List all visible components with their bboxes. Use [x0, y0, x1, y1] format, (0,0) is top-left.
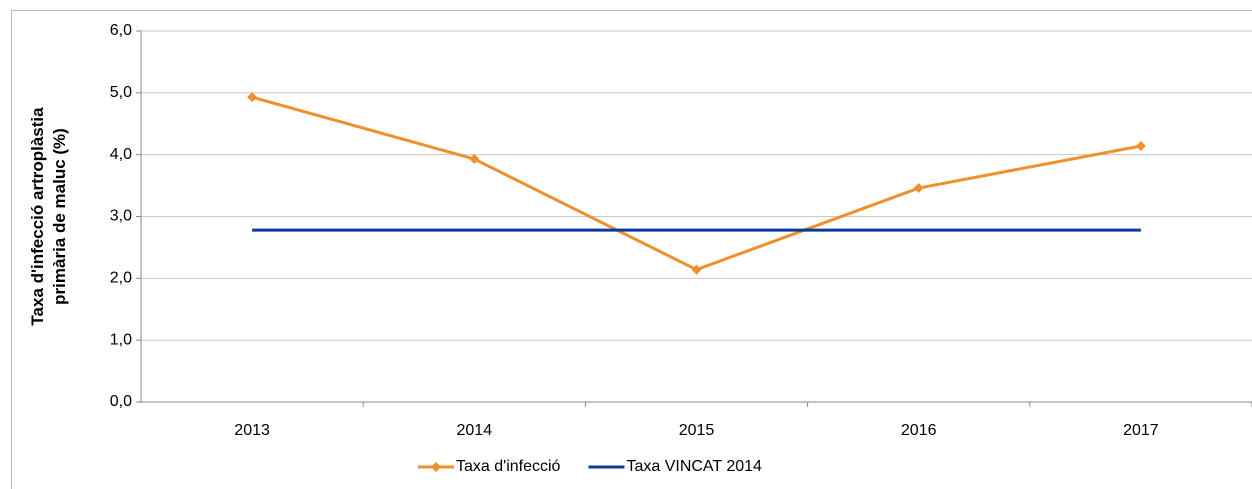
x-tick-label: 2016 [901, 422, 937, 439]
y-tick-label: 6,0 [110, 22, 132, 39]
y-tick-label: 1,0 [110, 331, 132, 348]
marker [247, 92, 258, 103]
y-axis-title: Taxa d'infecció artroplàstia primària de … [28, 107, 69, 326]
chart-border [11, 10, 1252, 489]
y-axis-title-line: Taxa d'infecció artroplàstia [28, 107, 47, 326]
marker [691, 264, 702, 275]
x-tick-label: 2013 [234, 422, 270, 439]
x-tick-label: 2015 [679, 422, 715, 439]
y-tick-label: 3,0 [110, 208, 132, 225]
marker [431, 462, 441, 472]
legend-label: Taxa VINCAT 2014 [626, 458, 762, 475]
x-tick-label: 2014 [457, 422, 493, 439]
y-tick-label: 4,0 [110, 146, 132, 163]
y-axis-title-line: primària de maluc (%) [50, 128, 69, 305]
legend-label: Taxa d'infecció [456, 458, 561, 475]
y-tick-label: 2,0 [110, 270, 132, 287]
x-tick-label: 2017 [1123, 422, 1159, 439]
marker [913, 183, 924, 194]
series-line [251, 95, 1142, 272]
y-tick-label: 5,0 [110, 84, 132, 101]
marker [469, 153, 480, 164]
marker [1135, 141, 1146, 152]
y-tick-label: 0,0 [110, 393, 132, 410]
